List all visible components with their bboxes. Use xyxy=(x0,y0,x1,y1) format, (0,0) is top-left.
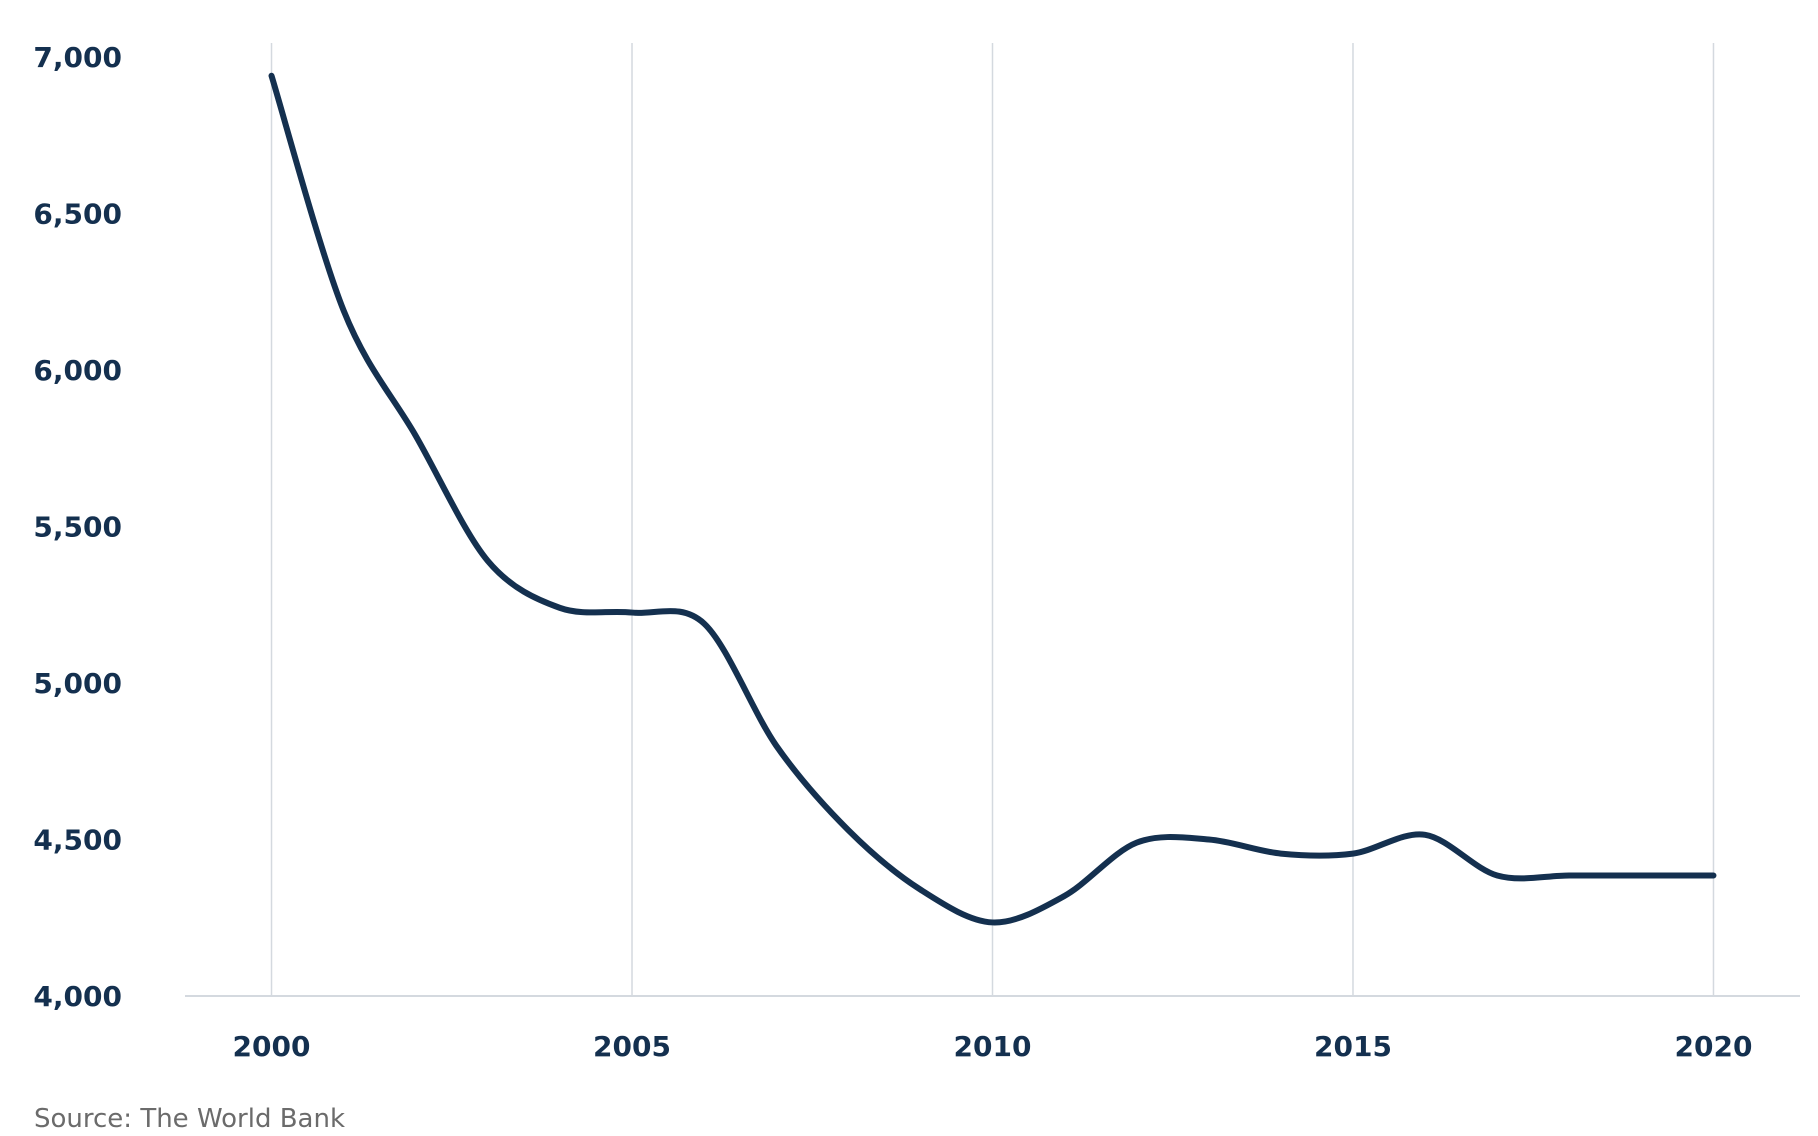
y-tick-label: 5,000 xyxy=(33,667,122,700)
x-tick-label: 2010 xyxy=(954,1030,1032,1063)
y-axis-tick-labels: 4,000 4,500 5,000 5,500 6,000 6,500 7,000 xyxy=(33,41,122,1013)
y-tick-label: 7,000 xyxy=(33,41,122,74)
series-layer xyxy=(268,72,1717,926)
x-tick-label: 2020 xyxy=(1675,1030,1753,1063)
y-tick-label: 6,500 xyxy=(33,198,122,231)
y-tick-label: 5,500 xyxy=(33,511,122,544)
x-tick-label: 2000 xyxy=(233,1030,311,1063)
x-tick-label: 2005 xyxy=(593,1030,671,1063)
x-tick-label: 2015 xyxy=(1314,1030,1392,1063)
y-tick-label: 4,500 xyxy=(33,824,122,857)
y-tick-label: 6,000 xyxy=(33,354,122,387)
series-line xyxy=(268,72,1717,926)
y-tick-label: 4,000 xyxy=(33,980,122,1013)
x-axis-tick-labels: 2000 2005 2010 2015 2020 xyxy=(233,1030,1753,1063)
grid-lines xyxy=(270,43,1715,996)
source-note: Source: The World Bank xyxy=(34,1104,346,1134)
